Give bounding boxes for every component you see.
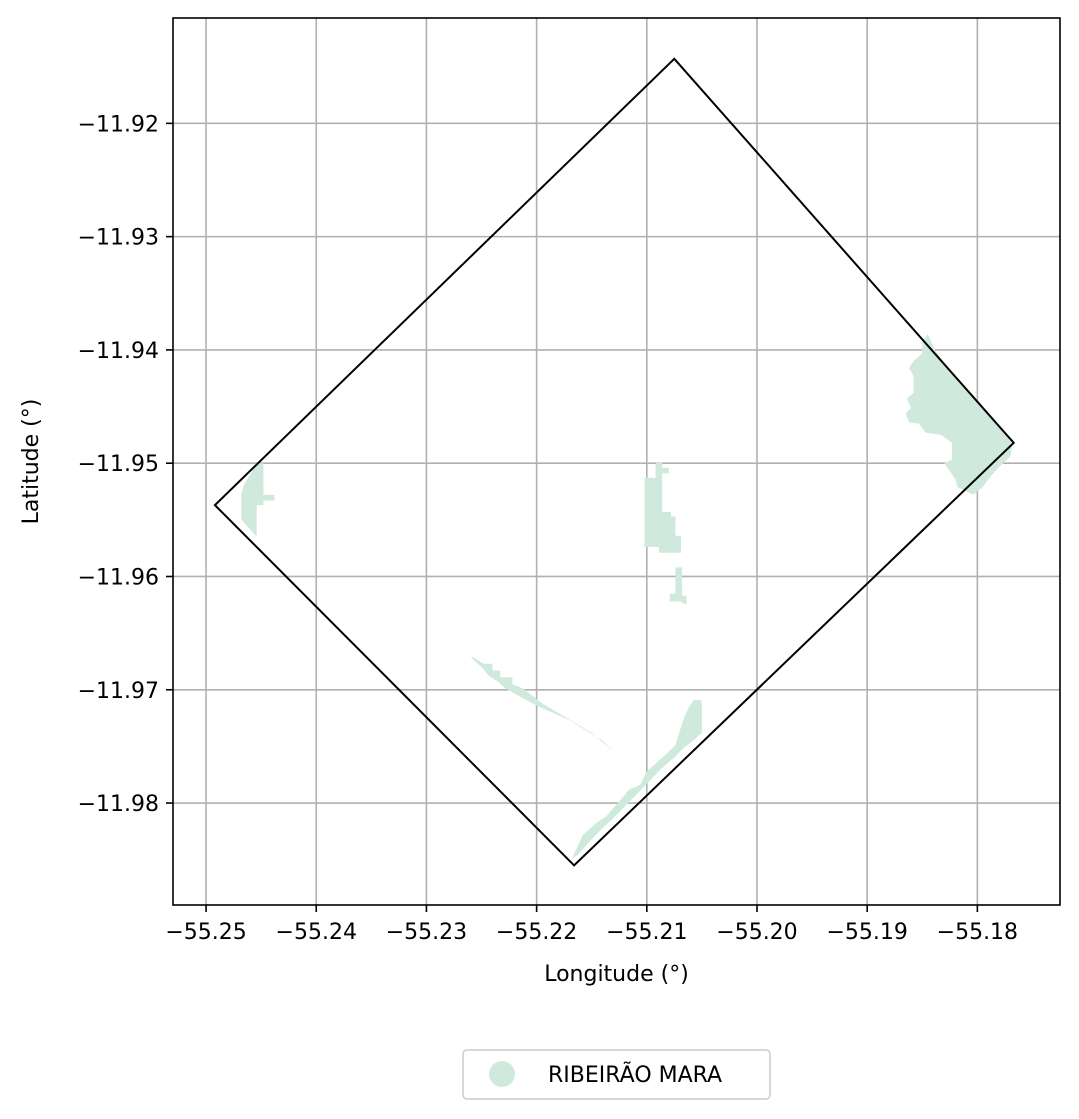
water-area-polygon [669,567,687,605]
water-area-polygon [241,463,275,537]
legend-box [462,1049,771,1100]
y-tick-label: −11.96 [78,565,159,590]
water-area-polygon [644,462,681,553]
x-tick-label: −55.24 [276,920,357,945]
water-area-polygon [571,700,702,859]
y-axis-label: Latitude (°) [19,399,44,525]
legend: RIBEIRÃO MARA [462,1049,771,1100]
y-tick-label: −11.92 [78,112,159,137]
x-tick-label: −55.23 [386,920,467,945]
x-axis-label: Longitude (°) [544,962,689,987]
y-axis: −11.92 −11.93 −11.94 −11.95 −11.96 −11.97 −11.… [78,112,173,817]
legend-marker [489,1061,515,1087]
y-tick-label: −11.93 [78,226,159,251]
plot-background [173,18,1060,905]
x-tick-label: −55.19 [826,920,907,945]
x-tick-label: −55.18 [937,920,1018,945]
water-area-polygon [905,334,1013,495]
y-tick-label: −11.98 [78,792,159,817]
legend-label: RIBEIRÃO MARA [548,1061,722,1088]
x-tick-label: −55.22 [496,920,577,945]
x-tick-label: −55.21 [606,920,687,945]
x-tick-label: −55.25 [165,920,246,945]
grid [173,18,1060,905]
x-tick-label: −55.20 [716,920,797,945]
y-tick-label: −11.94 [78,339,159,364]
plot-frame [172,17,1061,906]
x-axis: −55.25 −55.24 −55.23 −55.22 −55.21 −55.20 −55.… [165,905,1018,945]
y-tick-label: −11.95 [78,452,159,477]
water-area-polygon [470,655,614,753]
boundary-layer [213,57,1016,867]
y-tick-label: −11.97 [78,679,159,704]
area-layer [241,334,1013,859]
study-area-boundary [213,57,1016,867]
